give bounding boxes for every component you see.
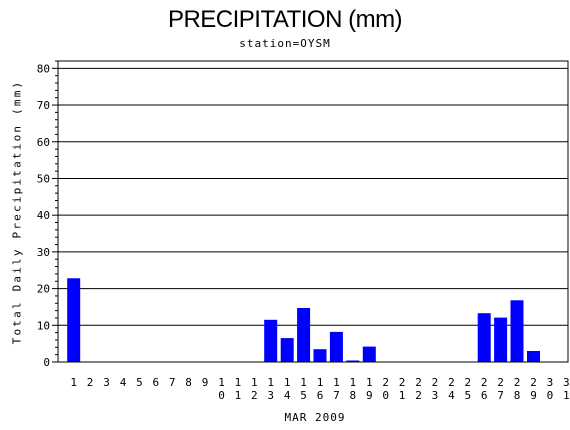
y-ticks: 0 10 20 30 40 50 60 70 80 — [37, 60, 58, 369]
bar-day-13 — [264, 319, 278, 362]
bar-day-19 — [362, 346, 376, 362]
x-tick-label-5: 5 — [136, 376, 143, 389]
y-tick-label-60: 60 — [37, 136, 50, 149]
x-tick-label-7: 7 — [169, 376, 176, 389]
bar-day-29 — [527, 351, 540, 362]
y-tick-label-50: 50 — [37, 172, 50, 185]
bar-day-28 — [510, 300, 524, 362]
bar-day-15 — [297, 308, 311, 362]
x-tick-label-3: 3 — [103, 376, 110, 389]
bar-day-1 — [67, 278, 81, 362]
y-tick-label-0: 0 — [43, 356, 50, 369]
x-tick-label-1: 1 — [70, 376, 77, 389]
y-tick-label-80: 80 — [37, 62, 50, 75]
bars — [67, 278, 540, 362]
bar-day-27 — [494, 317, 508, 362]
axes — [57, 60, 569, 363]
bar-day-14 — [280, 338, 294, 362]
x-tick-label-9: 9 — [202, 376, 209, 389]
plot-frame — [57, 60, 569, 363]
gridlines — [58, 67, 568, 326]
x-tick-label-6: 6 — [152, 376, 159, 389]
bar-day-16 — [313, 349, 327, 362]
chart-title: PRECIPITATION (mm) — [167, 6, 403, 33]
bar-day-26 — [477, 313, 491, 362]
y-tick-label-30: 30 — [37, 246, 50, 259]
x-tick-label-8: 8 — [185, 376, 192, 389]
x-tick-label-4: 4 — [120, 376, 127, 389]
x-tick-label-2: 2 — [87, 376, 94, 389]
chart-subtitle: station=OYSM — [239, 37, 331, 50]
x-ticks: 1 2 3 4 5 6 7 8 9 1 01 11 21 31 41 51 61 71 81 92 02 12 22 32 42… — [70, 376, 569, 402]
bar-day-17 — [329, 331, 343, 362]
x-axis-label: MAR 2009 — [284, 411, 346, 424]
y-tick-label-70: 70 — [37, 99, 50, 112]
y-tick-label-20: 20 — [37, 283, 50, 296]
y-tick-label-10: 10 — [37, 319, 50, 332]
y-tick-label-40: 40 — [37, 209, 50, 222]
bar-day-18 — [346, 360, 360, 362]
